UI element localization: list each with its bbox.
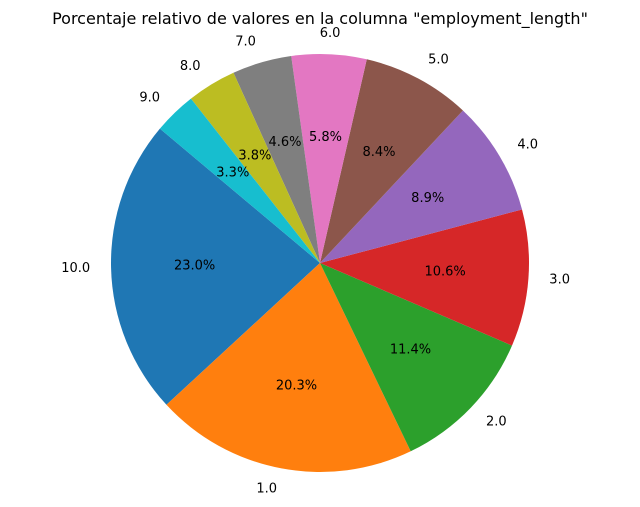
slice-category-label: 4.0: [517, 138, 538, 153]
pie-slice: [190, 72, 320, 264]
pie-slice: [166, 263, 411, 472]
percentage-labels: 23.0% 20.3% 11.4% 10.6% 8.9% 8.4% 5.8% 4.6%3.8%…: [174, 130, 466, 394]
pie-slice: [111, 128, 320, 405]
slice-percentage-label: 5.8%: [309, 130, 342, 145]
pie-slice: [233, 55, 320, 263]
slice-percentage-label: 11.4%: [390, 342, 431, 357]
pie-slice: [291, 53, 367, 264]
pie-slice: [320, 263, 512, 452]
slice-percentage-label: 8.4%: [362, 145, 395, 160]
slice-category-label: 1.0: [256, 481, 277, 496]
pie-slice: [320, 110, 523, 263]
pie-slice: [320, 209, 529, 346]
slice-category-label: 10.0: [61, 261, 90, 276]
pie-slice: [159, 98, 320, 263]
pie-slices: [111, 53, 529, 472]
slice-category-label: 5.0: [428, 53, 449, 68]
slice-percentage-label: 23.0%: [174, 259, 215, 274]
category-labels: 10.0 1.0 2.0 3.0 4.0 5.0 6.0 7.0 8.0 9.0: [61, 26, 570, 496]
slice-percentage-label: 3.8%: [238, 148, 271, 163]
pie-slice: [320, 59, 463, 264]
slice-percentage-label: 20.3%: [276, 379, 317, 394]
slice-category-label: 8.0: [180, 59, 201, 74]
slice-percentage-label: 8.9%: [411, 191, 444, 206]
slice-percentage-label: 3.3%: [216, 165, 249, 180]
slice-percentage-label: 4.6%: [268, 135, 301, 150]
slice-category-label: 3.0: [549, 272, 570, 287]
slice-percentage-label: 10.6%: [424, 265, 465, 280]
slice-category-label: 9.0: [139, 90, 160, 105]
slice-category-label: 6.0: [320, 26, 341, 41]
chart-title: Porcentaje relativo de valores en la col…: [52, 9, 588, 29]
slice-category-label: 2.0: [486, 415, 507, 430]
slice-category-label: 7.0: [235, 35, 256, 50]
